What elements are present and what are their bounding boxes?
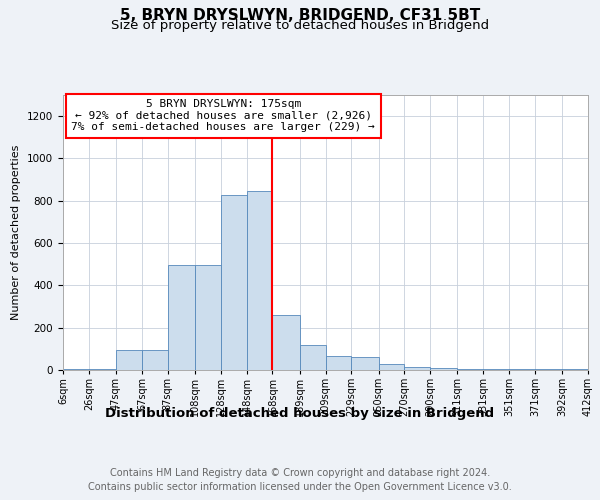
Y-axis label: Number of detached properties: Number of detached properties [11,145,22,320]
Bar [457,368,483,370]
Bar [325,356,352,370]
Bar [272,316,299,370]
Text: Distribution of detached houses by size in Bridgend: Distribution of detached houses by size … [106,408,494,420]
Bar [299,345,326,370]
Bar [89,369,116,370]
Bar [404,367,430,370]
Bar [562,369,588,370]
Text: 5 BRYN DRYSLWYN: 175sqm
← 92% of detached houses are smaller (2,926)
7% of semi-: 5 BRYN DRYSLWYN: 175sqm ← 92% of detache… [71,99,375,132]
Bar [352,357,379,370]
Bar [379,364,404,370]
Bar [247,191,272,370]
Text: 5, BRYN DRYSLWYN, BRIDGEND, CF31 5BT: 5, BRYN DRYSLWYN, BRIDGEND, CF31 5BT [120,8,480,22]
Bar [142,350,168,370]
Bar [430,368,457,370]
Bar [168,266,195,370]
Bar [483,369,509,370]
Text: Contains HM Land Registry data © Crown copyright and database right 2024.
Contai: Contains HM Land Registry data © Crown c… [88,468,512,491]
Bar [509,369,535,370]
Bar [116,350,142,370]
Bar [195,266,221,370]
Bar [221,196,247,370]
Text: Size of property relative to detached houses in Bridgend: Size of property relative to detached ho… [111,18,489,32]
